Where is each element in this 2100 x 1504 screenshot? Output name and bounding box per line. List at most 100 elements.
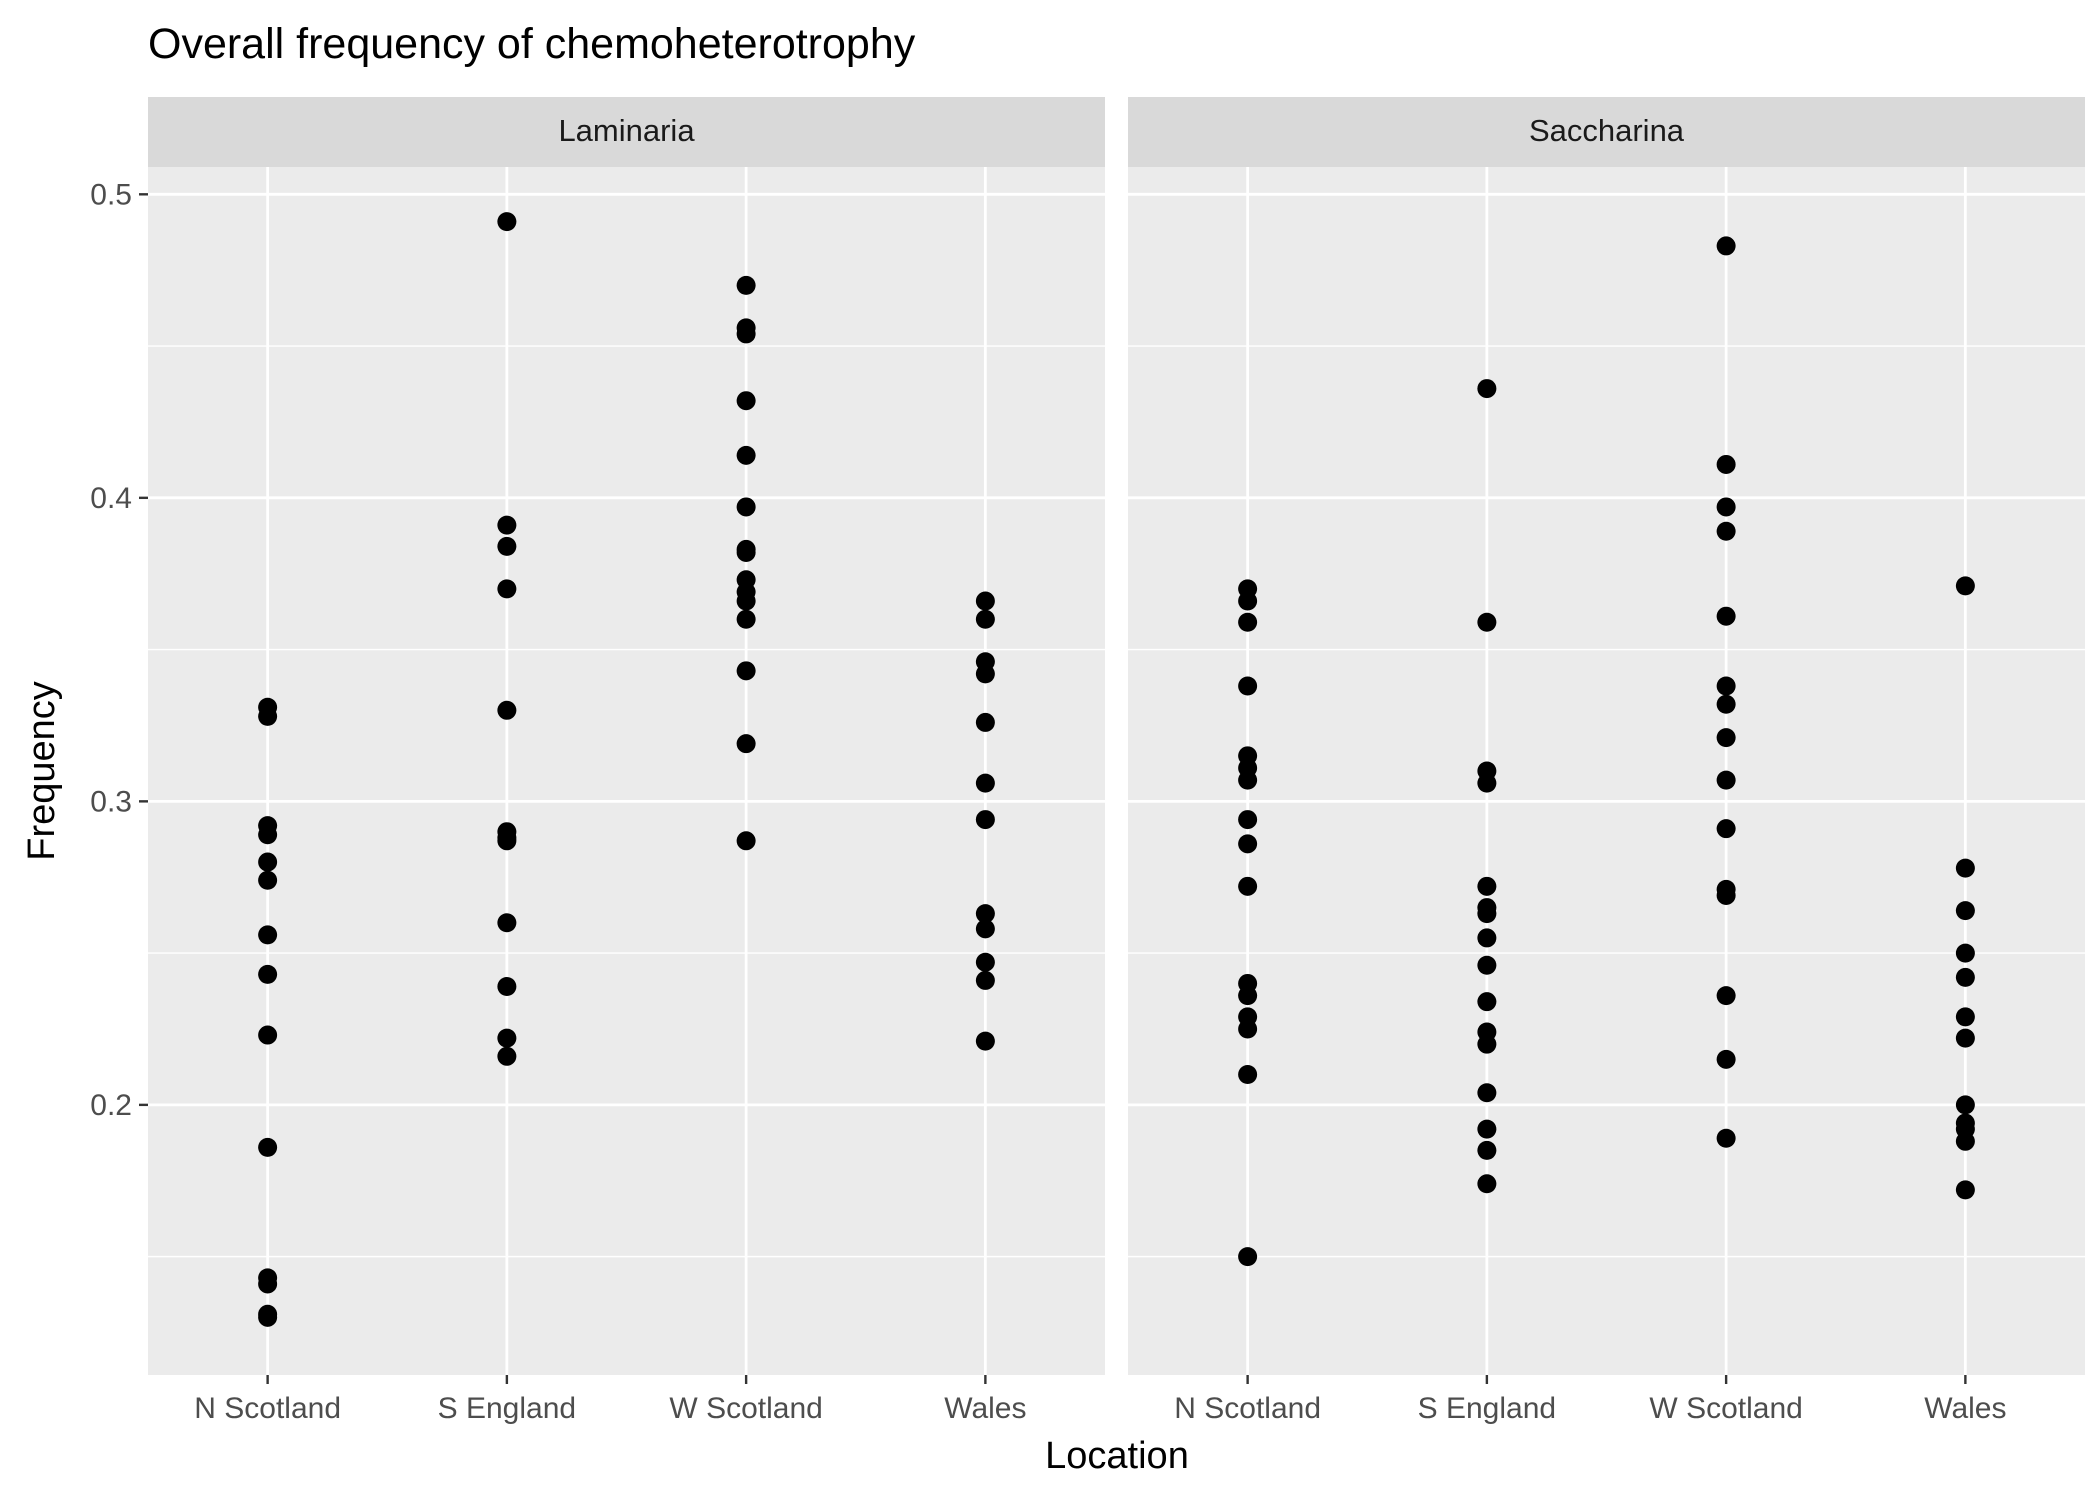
data-point (1477, 612, 1497, 632)
data-point (1238, 612, 1258, 632)
data-point (1955, 576, 1975, 596)
data-point (258, 1137, 278, 1157)
data-point (1955, 901, 1975, 921)
y-axis-title: Frequency (21, 681, 63, 861)
data-point (1955, 1131, 1975, 1151)
x-tick-label: S England (438, 1392, 576, 1425)
data-point (258, 964, 278, 984)
data-point (1238, 986, 1258, 1006)
data-point (975, 1031, 995, 1051)
data-point (975, 810, 995, 830)
data-point (497, 1028, 517, 1048)
data-point (1477, 379, 1497, 399)
data-point (975, 904, 995, 924)
panel-background (148, 167, 1105, 1375)
x-tick-label: S England (1418, 1392, 1556, 1425)
x-tick-label: N Scotland (194, 1392, 341, 1425)
data-point (497, 831, 517, 851)
facet-strip (148, 97, 1105, 167)
data-point (258, 925, 278, 945)
data-point (497, 1046, 517, 1066)
data-point (975, 970, 995, 990)
data-point (258, 852, 278, 872)
data-point (1716, 236, 1736, 256)
data-point (258, 1274, 278, 1294)
x-tick-label: Wales (1924, 1392, 2006, 1425)
data-point (1477, 876, 1497, 896)
data-point (1477, 928, 1497, 948)
data-point (1716, 454, 1736, 474)
facet-strip-label: Saccharina (1529, 113, 1685, 148)
data-point (1716, 885, 1736, 905)
data-point (258, 706, 278, 726)
data-point (736, 609, 756, 629)
data-point (1716, 497, 1736, 517)
data-point (1477, 955, 1497, 975)
panel-background (1128, 167, 2085, 1375)
data-point (736, 831, 756, 851)
data-point (975, 773, 995, 793)
x-tick-label: W Scotland (669, 1392, 822, 1425)
data-point (975, 919, 995, 939)
facet-strip-label: Laminaria (558, 113, 695, 148)
data-point (1716, 676, 1736, 696)
data-point (975, 609, 995, 629)
data-point (1955, 1180, 1975, 1200)
data-point (497, 976, 517, 996)
data-point (497, 700, 517, 720)
data-point (1477, 1140, 1497, 1160)
data-point (1716, 770, 1736, 790)
data-point (975, 952, 995, 972)
data-point (1238, 1247, 1258, 1267)
data-point (1716, 1049, 1736, 1069)
data-point (258, 1307, 278, 1327)
data-point (1955, 943, 1975, 963)
data-point (736, 275, 756, 295)
data-point (1477, 1083, 1497, 1103)
data-point (736, 497, 756, 517)
data-point (736, 391, 756, 411)
data-point (1955, 1028, 1975, 1048)
data-point (1477, 992, 1497, 1012)
data-point (1716, 728, 1736, 748)
data-point (258, 870, 278, 890)
data-point (1716, 819, 1736, 839)
data-point (975, 664, 995, 684)
facet-panel-laminaria: Laminaria N Scotland S England W Scotland Wa… (90, 97, 1105, 1425)
data-point (736, 661, 756, 681)
data-point (1955, 1007, 1975, 1027)
data-point (1238, 1019, 1258, 1039)
x-tick-label: Wales (944, 1392, 1026, 1425)
data-point (736, 445, 756, 465)
data-point (736, 734, 756, 754)
facet-panels: Laminaria N Scotland S England W Scotland Wa… (90, 97, 2085, 1425)
data-point (1238, 676, 1258, 696)
data-point (258, 825, 278, 845)
data-point (1477, 773, 1497, 793)
x-tick-label: N Scotland (1174, 1392, 1321, 1425)
data-point (258, 1025, 278, 1045)
data-point (497, 536, 517, 556)
data-point (1477, 1119, 1497, 1139)
y-tick-label: 0.4 (90, 482, 132, 515)
data-point (1238, 834, 1258, 854)
data-point (1716, 606, 1736, 626)
data-point (1238, 770, 1258, 790)
data-point (497, 212, 517, 232)
data-point (1238, 810, 1258, 830)
data-point (736, 324, 756, 344)
data-point (1477, 904, 1497, 924)
data-point (975, 591, 995, 611)
data-point (1716, 694, 1736, 714)
data-point (497, 579, 517, 599)
data-point (1955, 967, 1975, 987)
data-point (736, 591, 756, 611)
data-point (1238, 876, 1258, 896)
y-tick-label: 0.3 (90, 785, 132, 818)
x-tick-label: W Scotland (1649, 1392, 1802, 1425)
chart-title: Overall frequency of chemoheterotrophy (148, 20, 916, 68)
data-point (1716, 521, 1736, 541)
data-point (975, 712, 995, 732)
data-point (1238, 591, 1258, 611)
